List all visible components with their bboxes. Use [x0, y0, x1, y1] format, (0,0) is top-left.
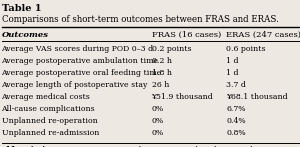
Text: Average postoperative ambulation time: Average postoperative ambulation time [2, 57, 159, 65]
Text: Abbreviations:: Abbreviations: [2, 146, 64, 147]
Text: 0.4%: 0.4% [226, 117, 246, 125]
Text: Unplanned re-operation: Unplanned re-operation [2, 117, 97, 125]
Text: Average VAS scores during POD 0–3 d: Average VAS scores during POD 0–3 d [2, 45, 154, 53]
Text: ¥68.1 thousand: ¥68.1 thousand [226, 93, 288, 101]
Text: 0%: 0% [152, 129, 164, 137]
Text: 1.8 h: 1.8 h [152, 69, 172, 77]
Text: Average length of postoperative stay: Average length of postoperative stay [2, 81, 148, 89]
Text: 6.7%: 6.7% [226, 105, 246, 113]
Text: Comparisons of short-term outcomes between FRAS and ERAS.: Comparisons of short-term outcomes betwe… [2, 15, 278, 24]
Text: All-cause complications: All-cause complications [2, 105, 95, 113]
Text: Average postoperative oral feeding time: Average postoperative oral feeding time [2, 69, 162, 77]
Text: Average medical costs: Average medical costs [2, 93, 90, 101]
Text: Abbreviations: POD: postoperative day; VAS: visual analogue scale.: Abbreviations: POD: postoperative day; V… [2, 146, 260, 147]
Text: 0%: 0% [152, 117, 164, 125]
Text: 0.2 h: 0.2 h [152, 57, 172, 65]
Text: 26 h: 26 h [152, 81, 169, 89]
Text: 1 d: 1 d [226, 69, 239, 77]
Text: ERAS (247 cases): ERAS (247 cases) [226, 31, 300, 39]
Text: 3.7 d: 3.7 d [226, 81, 246, 89]
Text: ¥51.9 thousand: ¥51.9 thousand [152, 93, 213, 101]
Text: Unplanned re-admission: Unplanned re-admission [2, 129, 99, 137]
Text: 0%: 0% [152, 105, 164, 113]
Text: Outcomes: Outcomes [2, 31, 49, 39]
Text: 1 d: 1 d [226, 57, 239, 65]
Text: FRAS (16 cases): FRAS (16 cases) [152, 31, 221, 39]
Text: Table 1: Table 1 [2, 4, 41, 13]
Text: 0.2 points: 0.2 points [152, 45, 191, 53]
Text: 0.6 points: 0.6 points [226, 45, 266, 53]
Text: 0.8%: 0.8% [226, 129, 246, 137]
